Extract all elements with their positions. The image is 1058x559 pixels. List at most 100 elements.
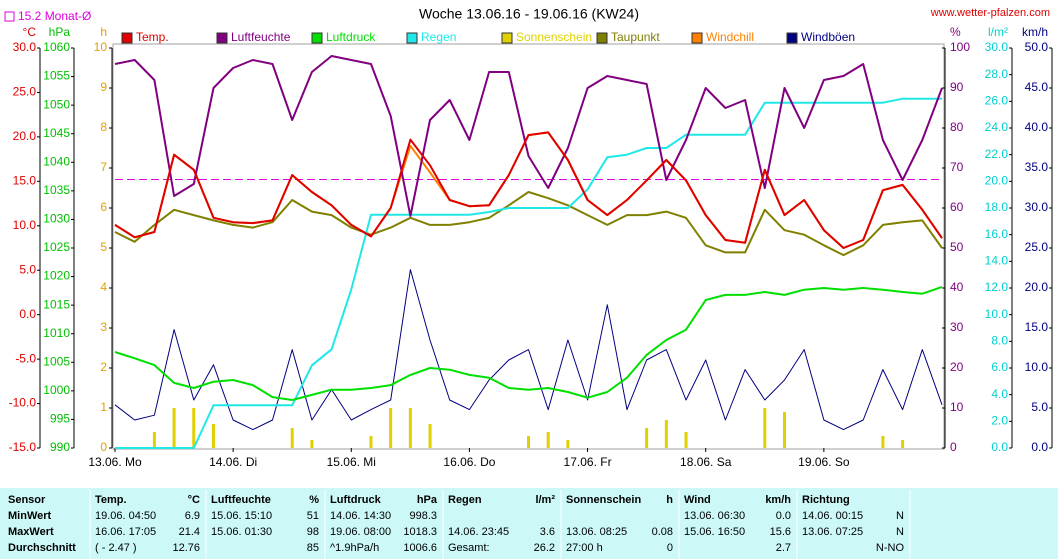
series-line [114, 131, 943, 249]
y-tick-label: 9 [100, 80, 107, 94]
y-tick-label: 45.0 [1025, 80, 1049, 94]
axis-unit: h [100, 25, 107, 39]
x-tick-label: 14.06. Di [209, 455, 257, 469]
sunshine-bar [645, 428, 649, 448]
row-label: MinWert [8, 510, 52, 522]
legend-label: Luftfeuchte [231, 30, 291, 44]
series-line [114, 285, 943, 401]
sunshine-bar [389, 408, 393, 448]
legend-label: Windböen [801, 30, 855, 44]
y-tick-label: 50 [950, 240, 964, 254]
y-tick-label: 1025 [43, 240, 70, 254]
y-tick-label: 6.0 [991, 360, 1008, 374]
row-label: Durchschnitt [8, 542, 76, 554]
y-tick-label: 26.0 [985, 94, 1009, 108]
y-tick-label: 2.0 [991, 414, 1008, 428]
column-header: Luftdruck [330, 494, 382, 506]
cell-value: 1018.3 [403, 526, 437, 538]
y-tick-label: 1030 [43, 212, 70, 226]
y-tick-label: 24.0 [985, 120, 1009, 134]
column-header: Luftfeuchte [211, 494, 271, 506]
y-tick-label: 70 [950, 160, 964, 174]
y-tick-label: 0.0 [19, 307, 36, 321]
legend-label: Luftdruck [326, 30, 376, 44]
cell-value: 0 [667, 542, 673, 554]
sunshine-bar [369, 436, 373, 448]
y-tick-label: 995 [50, 412, 70, 426]
cell-value: 21.4 [179, 526, 200, 538]
y-tick-label: 90 [950, 80, 964, 94]
y-tick-label: 7 [100, 160, 107, 174]
cell-value: 51 [307, 510, 319, 522]
y-tick-label: 20.0 [1025, 280, 1049, 294]
sunshine-bar [527, 436, 530, 448]
y-tick-label: 20.0 [13, 129, 37, 143]
cell-time: 27:00 h [566, 542, 603, 554]
sunshine-bar [192, 408, 196, 448]
cell-value: 2.7 [776, 542, 791, 554]
legend-label: Windchill [706, 30, 754, 44]
x-tick-label: 15.06. Mi [327, 455, 376, 469]
y-tick-label: 30.0 [1025, 200, 1049, 214]
series-line [115, 97, 942, 449]
y-tick-label: 1060 [43, 40, 70, 54]
y-tick-label: 22.0 [985, 147, 1009, 161]
legend-swatch [311, 32, 323, 44]
cell-time: 15.06. 16:50 [684, 526, 745, 538]
y-tick-label: 15.0 [13, 174, 37, 188]
cell-value: N-NO [876, 542, 905, 554]
y-tick-label: 8.0 [991, 334, 1008, 348]
column-header: Richtung [802, 494, 850, 506]
sunshine-bar [546, 432, 550, 448]
sunshine-bar [566, 440, 570, 448]
y-tick-label: -10.0 [9, 396, 37, 410]
sunshine-bar [881, 436, 885, 448]
column-header: Wind [684, 494, 711, 506]
cell-time: 13.06. 08:25 [566, 526, 627, 538]
axis-unit: km/h [1022, 25, 1048, 39]
cell-value: 6.9 [185, 510, 200, 522]
y-tick-label: 5.0 [19, 262, 36, 276]
y-tick-label: 3 [100, 320, 107, 334]
cell-time: 13.06. 07:25 [802, 526, 863, 538]
cell-time: 14.06. 14:30 [330, 510, 391, 522]
series-line [114, 55, 943, 217]
sunshine-bar [211, 424, 215, 448]
x-tick-label: 19.06. So [798, 455, 850, 469]
y-tick-label: 1045 [43, 126, 70, 140]
y-tick-label: 8 [100, 120, 107, 134]
sunshine-bar [664, 420, 668, 448]
y-tick-label: 30 [950, 320, 964, 334]
y-tick-label: 50.0 [1025, 40, 1049, 54]
y-tick-label: 10.0 [985, 307, 1009, 321]
row-label: MaxWert [8, 526, 54, 538]
y-tick-label: 20 [950, 360, 964, 374]
row-label: Sensor [8, 494, 46, 506]
y-tick-label: 10 [94, 40, 108, 54]
sunshine-bar [763, 408, 767, 448]
sunshine-bar [290, 428, 294, 448]
axis-unit: °C [23, 25, 37, 39]
y-tick-label: 0.0 [991, 440, 1008, 454]
y-tick-label: 30.0 [13, 40, 37, 54]
cell-time: Gesamt: [448, 542, 490, 554]
x-tick-label: 16.06. Do [443, 455, 495, 469]
y-tick-label: 60 [950, 200, 964, 214]
cell-value: 98 [307, 526, 319, 538]
column-header: Temp. [95, 494, 127, 506]
y-tick-label: 18.0 [985, 200, 1009, 214]
series-line [114, 191, 943, 257]
sunshine-bar [408, 408, 412, 448]
y-tick-label: 1035 [43, 183, 70, 197]
cell-time: 14.06. 00:15 [802, 510, 863, 522]
cell-value: 12.76 [172, 542, 200, 554]
y-tick-label: -15.0 [9, 440, 37, 454]
y-tick-label: 6 [100, 200, 107, 214]
y-tick-label: 28.0 [985, 67, 1009, 81]
y-tick-label: 2 [100, 360, 107, 374]
cell-time: 19.06. 04:50 [95, 510, 156, 522]
sunshine-bar [152, 432, 156, 448]
cell-value: 998.3 [409, 510, 437, 522]
y-tick-label: 40.0 [1025, 120, 1049, 134]
